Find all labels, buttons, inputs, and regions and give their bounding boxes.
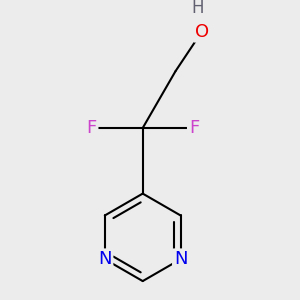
Text: F: F xyxy=(86,119,97,137)
Text: O: O xyxy=(195,23,209,41)
Text: H: H xyxy=(192,0,204,17)
Text: F: F xyxy=(189,119,199,137)
Text: N: N xyxy=(98,250,112,268)
Text: N: N xyxy=(174,250,187,268)
